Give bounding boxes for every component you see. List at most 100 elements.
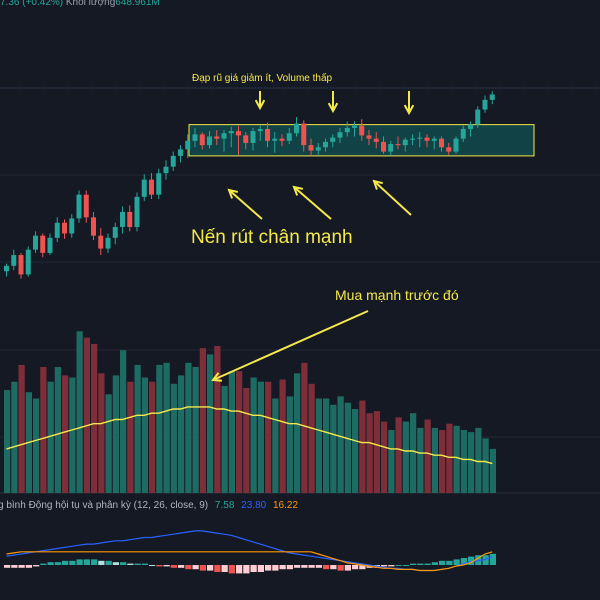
volume-bar-41 [301,362,308,493]
macd-hist-56 [410,563,417,565]
volume-bar-29 [214,346,221,493]
volume-ma-polyline [6,406,493,465]
macd-hist-36 [265,565,272,571]
volume-bars-layer [4,331,496,493]
candle-body-40 [294,123,299,134]
volume-bar-30 [221,385,228,493]
macd-hist-61 [446,560,453,565]
candle-body-24 [178,149,183,156]
candle-body-0 [4,265,9,272]
macd-hist-11 [83,559,90,565]
volume-bar-45 [330,404,337,493]
chart-header: 7.36 (+0.42%) Khối lượng648.961M [0,0,160,8]
macd-hist-27 [199,565,206,571]
macd-hist-0 [4,565,11,568]
macd-hist-16 [120,562,127,565]
candle-body-3 [25,249,31,275]
candle-body-33 [243,135,249,143]
candle-body-66 [482,99,488,110]
candle-body-9 [69,218,75,234]
candle-body-7 [54,222,60,238]
macd-pane [4,530,496,574]
macd-hist-48 [352,565,359,570]
candle-body-28 [207,136,212,146]
volume-bar-12 [91,343,98,493]
candle-body-64 [468,124,473,129]
volume-bar-56 [410,413,417,493]
volume-bar-28 [207,354,214,493]
arrow-wick-1-head [227,188,239,199]
candle-body-65 [475,109,481,125]
volume-bar-22 [163,362,170,493]
volume-bar-16 [120,350,127,493]
volume-bar-14 [105,394,112,493]
candle-body-63 [460,128,466,139]
volume-bar-50 [366,413,373,493]
candle-body-1 [11,255,17,266]
volume-bar-59 [431,427,438,493]
volume-bar-60 [439,430,446,493]
macd-hist-34 [250,565,257,572]
candle-body-59 [431,138,437,141]
volume-bar-6 [47,381,54,493]
candle-body-57 [417,137,423,139]
volume-bar-33 [243,388,250,493]
candle-body-19 [141,179,147,197]
macd-hist-64 [468,556,475,565]
volume-bar-15 [112,375,119,493]
volume-bar-24 [178,375,185,493]
candle-body-34 [250,131,256,143]
volume-bar-48 [352,409,359,493]
macd-hist-58 [424,563,431,565]
candle-body-11 [83,194,89,218]
volume-bar-43 [315,398,322,493]
arrow-wick-2-shaft [293,186,332,220]
volume-bar-23 [170,383,177,493]
macd-legend: g bình Động hội tụ và phân kỳ (12, 26, c… [0,500,298,511]
macd-hist-24 [178,565,185,568]
macd-hist-9 [69,560,76,565]
volume-bar-18 [134,364,141,493]
candle-body-52 [381,141,386,152]
macd-hist-38 [279,565,286,570]
arrow-down-2-head [327,102,339,114]
macd-hist-32 [236,565,243,574]
volume-bar-35 [257,381,264,493]
volume-bar-26 [192,367,199,493]
candle-body-37 [272,138,278,141]
volume-bar-42 [308,383,315,493]
macd-hist-35 [257,565,264,572]
macd-legend-label: g bình Động hội tụ và phân kỳ (12, 26, c… [0,500,209,511]
macd-hist-8 [62,560,69,565]
macd-hist-62 [453,559,460,565]
candle-body-41 [301,123,307,146]
volume-bar-57 [417,427,424,493]
volume-bar-55 [402,421,409,493]
volume-bar-32 [236,371,243,493]
macd-legend-macd: 7.58 [214,500,235,511]
macd-hist-3 [25,565,32,568]
candle-body-60 [439,138,444,148]
volume-bar-61 [446,423,453,493]
macd-hist-31 [228,565,235,574]
candle-body-12 [91,217,96,236]
arrow-wick-1-shaft [228,189,263,220]
signal-line [6,551,493,572]
volume-bar-25 [185,362,192,493]
macd-hist-29 [214,565,221,572]
volume-bar-65 [475,427,482,493]
candle-body-61 [446,147,452,152]
macd-hist-7 [54,562,61,565]
candle-body-45 [330,137,336,142]
macd-hist-40 [294,565,301,568]
volume-bar-4 [33,398,40,493]
volume-bar-66 [482,438,489,493]
candle-body-10 [76,194,82,219]
arrow-down-3-head [403,104,415,116]
volume-bar-11 [83,337,90,493]
macd-hist-4 [33,565,40,567]
macd-hist-13 [98,560,105,565]
candle-body-8 [62,222,67,234]
volume-bar-1 [11,381,18,493]
